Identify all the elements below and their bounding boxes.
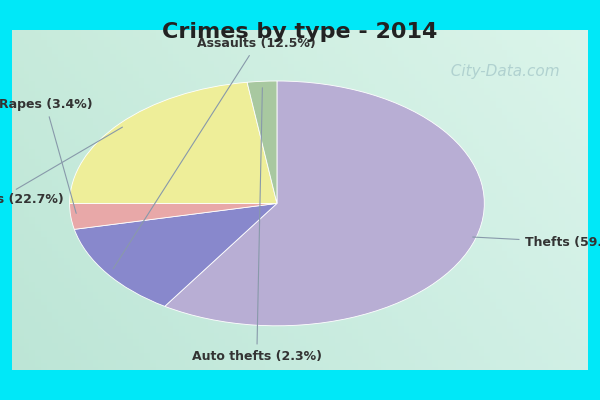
Text: Rapes (3.4%): Rapes (3.4%) xyxy=(0,98,92,213)
Wedge shape xyxy=(70,203,277,229)
Text: City-Data.com: City-Data.com xyxy=(440,64,559,79)
Text: Assaults (12.5%): Assaults (12.5%) xyxy=(113,37,316,269)
Wedge shape xyxy=(165,81,484,326)
Wedge shape xyxy=(74,203,277,306)
Text: Auto thefts (2.3%): Auto thefts (2.3%) xyxy=(192,88,322,362)
Text: Thefts (59.1%): Thefts (59.1%) xyxy=(473,236,600,249)
Wedge shape xyxy=(70,82,277,203)
Text: Crimes by type - 2014: Crimes by type - 2014 xyxy=(163,22,437,42)
Text: Burglaries (22.7%): Burglaries (22.7%) xyxy=(0,127,122,206)
Wedge shape xyxy=(247,81,277,203)
